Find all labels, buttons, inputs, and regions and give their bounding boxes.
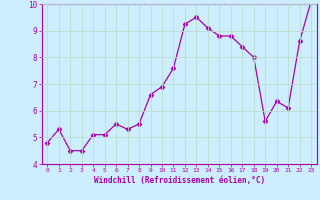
X-axis label: Windchill (Refroidissement éolien,°C): Windchill (Refroidissement éolien,°C) [94,176,265,185]
